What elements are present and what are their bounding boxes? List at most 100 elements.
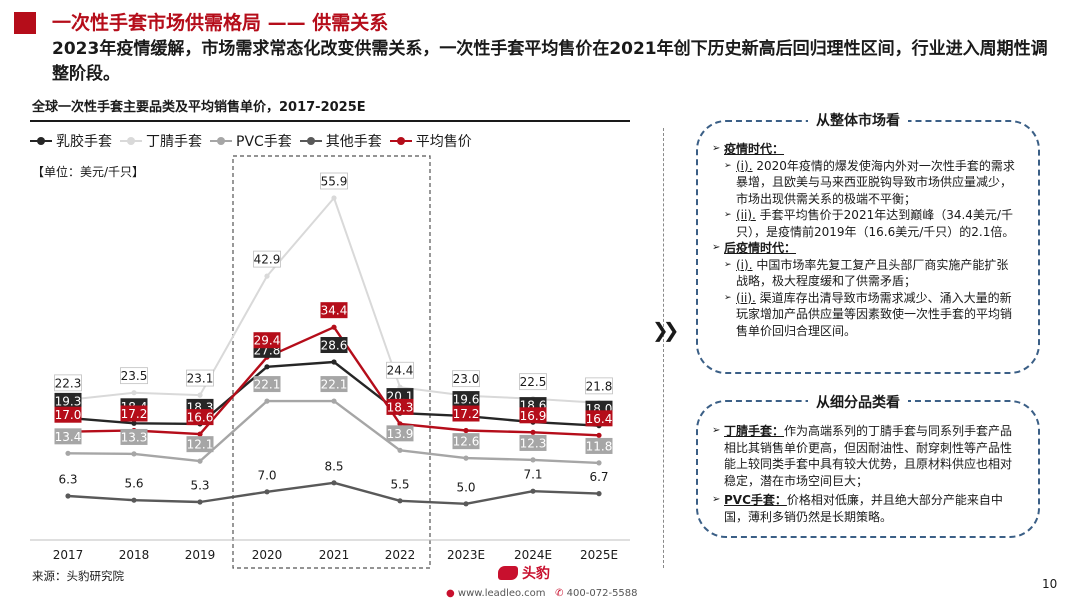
price-line-chart: 2017 2018 2019 2020 2021 2022 2023E 2024E 2025E 2… xyxy=(30,155,630,569)
data-label-box-nitrile xyxy=(585,377,613,395)
data-point-other xyxy=(131,497,137,503)
x-tick-label: 2019 xyxy=(185,548,216,562)
data-point-pvc xyxy=(131,451,137,457)
data-label-avg: 17.2 xyxy=(453,407,480,421)
legend-swatch-pvc xyxy=(210,137,232,145)
data-point-other xyxy=(397,498,403,504)
data-label-box-pvc xyxy=(386,425,414,442)
globe-icon: ● xyxy=(446,588,455,599)
data-label-box-pvc xyxy=(54,428,82,445)
data-point-avg xyxy=(596,432,602,438)
page-title: 一次性手套市场供需格局 —— 供需关系 xyxy=(52,12,389,34)
data-point-latex xyxy=(331,359,337,365)
data-label-box-avg xyxy=(54,406,82,423)
data-label-pvc: 12.1 xyxy=(187,438,214,452)
data-point-pvc xyxy=(331,398,337,404)
data-label-box-avg xyxy=(585,410,613,427)
data-label-nitrile: 23.1 xyxy=(187,372,214,386)
header-marker xyxy=(14,12,36,34)
data-label-avg: 34.4 xyxy=(321,304,348,318)
footer-brand: 头豹 xyxy=(522,566,550,582)
pandemic-item-1: (i). 2020年疫情的爆发使海内外对一次性手套的需求暴增，且欧美与马来西亚脱… xyxy=(712,158,1018,208)
data-label-avg: 16.9 xyxy=(520,409,547,423)
data-point-other xyxy=(264,489,270,495)
data-point-pvc xyxy=(264,398,270,404)
source-note: 来源：头豹研究院 xyxy=(32,569,124,583)
data-label-other: 5.6 xyxy=(124,477,143,491)
chart-title: 全球一次性手套主要品类及平均销售单价，2017-2025E xyxy=(32,100,366,115)
post-pandemic-item-2: (ii). 渠道库存出清导致市场需求减少、涌入大量的新玩家增加产品供应量等因素致… xyxy=(712,290,1018,340)
data-point-nitrile xyxy=(197,392,203,398)
data-label-latex: 28.6 xyxy=(321,339,348,353)
data-label-latex: 19.6 xyxy=(453,393,480,407)
data-label-box-other xyxy=(54,470,82,487)
data-point-pvc xyxy=(397,447,403,453)
data-point-other xyxy=(596,491,602,497)
section-divider xyxy=(663,128,664,568)
data-label-box-avg xyxy=(120,405,148,422)
x-tick-label: 2018 xyxy=(119,548,150,562)
data-label-latex: 19.3 xyxy=(55,394,82,408)
legend-swatch-other xyxy=(299,137,322,145)
data-label-pvc: 13.4 xyxy=(55,430,82,444)
data-label-nitrile: 55.9 xyxy=(321,175,348,189)
data-point-avg xyxy=(331,324,337,330)
data-point-other xyxy=(197,499,203,505)
data-label-avg: 16.6 xyxy=(187,411,214,425)
data-point-avg xyxy=(197,431,203,437)
data-point-nitrile xyxy=(331,195,337,201)
data-point-avg xyxy=(463,427,469,434)
highlight-box xyxy=(232,155,431,569)
data-point-pvc xyxy=(596,460,602,466)
x-tick-label: 2021 xyxy=(319,548,350,562)
data-label-avg: 18.3 xyxy=(387,400,414,414)
data-point-nitrile xyxy=(131,390,137,396)
data-label-pvc: 12.3 xyxy=(520,436,547,450)
data-label-pvc: 11.8 xyxy=(586,439,613,453)
legend-label-avg: 平均售价 xyxy=(415,134,472,150)
data-label-nitrile: 42.9 xyxy=(254,253,281,267)
nitrile-segment-item: 丁腈手套：作为高端系列的丁腈手套与同系列手套产品相比其销售单价更高，但因耐油性、… xyxy=(712,423,1018,489)
x-tick-label: 2017 xyxy=(53,548,84,562)
data-label-box-nitrile xyxy=(519,373,547,391)
page-subtitle: 2023年疫情缓解，市场需求常态化改变供需关系，一次性手套平均售价在2021年创… xyxy=(52,39,1048,84)
data-label-other: 6.7 xyxy=(589,470,608,484)
x-tick-label: 2022 xyxy=(385,548,416,562)
data-label-pvc: 13.3 xyxy=(121,430,148,444)
data-point-pvc xyxy=(463,455,469,461)
footer-phone: 400-072-5588 xyxy=(566,588,638,599)
data-label-avg: 16.4 xyxy=(586,412,613,426)
data-point-avg xyxy=(530,429,536,435)
data-label-other: 5.0 xyxy=(456,480,475,494)
legend-swatch-latex xyxy=(30,137,52,145)
data-label-other: 7.1 xyxy=(523,468,542,482)
data-label-box-other xyxy=(519,466,547,483)
data-point-latex xyxy=(264,364,270,370)
data-label-other: 7.0 xyxy=(257,468,276,482)
legend-swatch-nitrile xyxy=(120,137,142,145)
data-label-box-avg xyxy=(519,407,547,424)
post-pandemic-item-1: (i). 中国市场率先复工复产且头部厂商实施产能扩张战略，极大程度缓和了供需矛盾… xyxy=(712,257,1018,290)
data-label-box-avg xyxy=(386,398,414,415)
data-label-pvc: 22.1 xyxy=(254,378,281,392)
pvc-segment-item: PVC手套：价格相对低廉，并且绝大部分产能来自中国，薄利多销仍然是长期策略。 xyxy=(712,492,1018,525)
data-label-box-other xyxy=(186,477,214,493)
double-chevron-icon: ❯❯ xyxy=(652,318,679,342)
data-label-other: 5.5 xyxy=(390,477,409,491)
segment-panel-body: 丁腈手套：作为高端系列的丁腈手套与同系列手套产品相比其销售单价更高，但因耐油性、… xyxy=(712,423,1018,525)
footer-contact: ● www.leadleo.com ✆ 400-072-5588 xyxy=(446,588,638,599)
series-line-other xyxy=(67,481,600,505)
data-point-other xyxy=(463,501,469,507)
data-label-box-other xyxy=(585,468,613,485)
data-label-box-nitrile xyxy=(386,361,414,379)
leopard-logo-icon xyxy=(498,566,518,580)
data-label-other: 6.3 xyxy=(58,472,77,486)
data-point-pvc xyxy=(65,450,71,456)
data-label-box-latex xyxy=(452,391,480,408)
data-label-box-avg xyxy=(186,409,214,426)
page-number: 10 xyxy=(1042,577,1058,591)
data-label-pvc: 12.6 xyxy=(453,435,480,449)
x-tick-label: 2025E xyxy=(580,548,618,562)
data-label-box-nitrile xyxy=(253,250,281,268)
footer-website[interactable]: www.leadleo.com xyxy=(457,588,546,599)
